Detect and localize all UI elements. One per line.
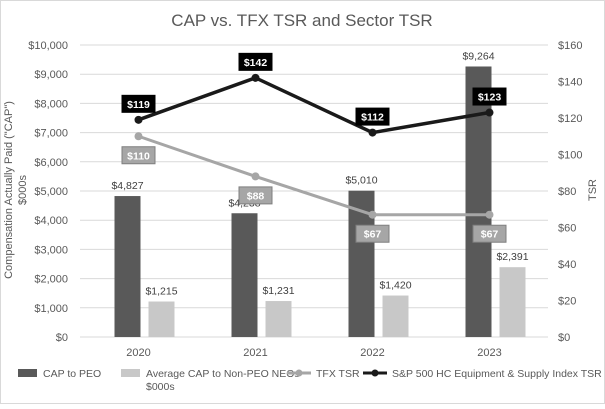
point-tfx-tsr: [134, 132, 143, 141]
point-sp500-tsr: [368, 128, 377, 137]
axes: $0 $1,000 $2,000 $3,000 $4,000 $5,000 $6,000 $7…: [28, 40, 582, 359]
y-right-tick-label: $40: [558, 259, 576, 271]
legend-label: Average CAP to Non-PEO NEOs: [146, 368, 300, 380]
bar-label-cap-to-peo: $5,010: [345, 175, 377, 187]
legend-item: TFX TSR: [287, 368, 360, 380]
label-text: $88: [247, 190, 265, 202]
label-tfx-tsr: $110: [121, 146, 156, 165]
point-tfx-tsr: [485, 210, 494, 219]
legend-label-line2: $000s: [146, 381, 175, 393]
y-right-tick-label: $100: [558, 150, 582, 162]
label-sp500-tsr: $112: [355, 107, 390, 126]
legend-swatch-marker: [371, 369, 379, 377]
legend: CAP to PEO Average CAP to Non-PEO NEOs$00…: [18, 368, 602, 393]
y-left-tick-label: $9,000: [34, 69, 68, 81]
y-left-tick-label: $5,000: [34, 186, 68, 198]
legend-item: S&P 500 HC Equipment & Supply Index TSR: [363, 368, 602, 380]
y-left-tick-label: $7,000: [34, 128, 68, 140]
legend-swatch: [18, 369, 37, 377]
bar-avg-cap-non-peo: [148, 301, 175, 337]
point-tfx-tsr: [368, 210, 377, 219]
x-tick-label: 2022: [360, 347, 384, 359]
label-box: [355, 107, 390, 126]
y-right-tick-label: $60: [558, 223, 576, 235]
label-text: $112: [361, 112, 384, 124]
bar-cap-to-peo: [231, 213, 258, 337]
y-left-tick-label: $8,000: [34, 98, 68, 110]
data-labels: $4,827$4,238$5,010$9,264$1,215$1,231$1,4…: [111, 50, 528, 297]
bar-avg-cap-non-peo: [382, 295, 409, 337]
label-sp500-tsr: $142: [238, 52, 273, 71]
bar-cap-to-peo: [465, 66, 492, 337]
y-left-tick-label: $4,000: [34, 215, 68, 227]
bar-avg-cap-non-peo: [265, 301, 292, 337]
label-text: $142: [244, 57, 268, 69]
y-right-tick-label: $140: [558, 77, 582, 89]
label-box: [472, 224, 507, 243]
bar-label-avg-cap-non-peo: $1,231: [262, 285, 294, 297]
label-tfx-tsr: $67: [355, 224, 390, 243]
point-tfx-tsr: [251, 172, 260, 181]
y-left-tick-label: $2,000: [34, 274, 68, 286]
lines: [134, 73, 494, 219]
legend-item: Average CAP to Non-PEO NEOs$000s: [121, 368, 300, 393]
label-box: [238, 186, 273, 205]
legend-swatch: [121, 369, 140, 377]
y-left-label-line1: Compensation Actually Paid ("CAP"): [3, 101, 15, 279]
label-box: [355, 224, 390, 243]
label-box: [238, 52, 273, 71]
legend-label: S&P 500 HC Equipment & Supply Index TSR: [392, 368, 602, 380]
y-left-tick-label: $6,000: [34, 157, 68, 169]
bar-label-avg-cap-non-peo: $1,215: [145, 286, 177, 298]
legend-swatch-marker: [295, 369, 303, 377]
bar-label-avg-cap-non-peo: $1,420: [379, 280, 411, 292]
label-box: [121, 146, 156, 165]
legend-item: CAP to PEO: [18, 368, 101, 380]
y-right-label: TSR: [587, 179, 599, 201]
label-box: [121, 94, 156, 113]
line-tfx-tsr: [138, 134, 490, 217]
label-sp500-tsr: $119: [121, 94, 156, 113]
legend-label: TFX TSR: [316, 368, 360, 380]
label-text: $119: [127, 99, 150, 111]
y-left-tick-label: $0: [56, 332, 68, 344]
x-tick-label: 2020: [126, 347, 150, 359]
y-left-tick-label: $3,000: [34, 244, 68, 256]
label-text: $110: [127, 150, 150, 162]
bar-label-cap-to-peo: $9,264: [462, 50, 494, 62]
y-left-label-line2: $000s: [17, 175, 29, 205]
label-sp500-tsr: $123: [472, 87, 507, 106]
bar-avg-cap-non-peo: [499, 267, 526, 337]
y-right-tick-label: $120: [558, 113, 582, 125]
label-tfx-tsr: $67: [472, 224, 507, 243]
x-tick-label: 2023: [477, 347, 501, 359]
label-box: [472, 87, 507, 106]
point-sp500-tsr: [485, 108, 494, 117]
y-right-tick-label: $160: [558, 40, 582, 52]
bar-cap-to-peo: [114, 196, 141, 337]
y-left-tick-label: $1,000: [34, 303, 68, 315]
x-tick-label: 2021: [243, 347, 267, 359]
label-tfx-tsr: $88: [238, 186, 273, 205]
y-left-tick-label: $10,000: [28, 40, 68, 52]
point-sp500-tsr: [134, 115, 143, 124]
y-right-tick-label: $80: [558, 186, 576, 198]
label-text: $123: [478, 92, 502, 104]
bar-label-avg-cap-non-peo: $2,391: [496, 251, 528, 263]
legend-label: CAP to PEO: [43, 368, 101, 380]
line-sp500-tsr: [137, 75, 490, 135]
y-right-tick-label: $0: [558, 332, 570, 344]
bar-label-cap-to-peo: $4,827: [111, 180, 143, 192]
chart-title: CAP vs. TFX TSR and Sector TSR: [171, 11, 432, 30]
y-right-tick-label: $20: [558, 296, 576, 308]
label-text: $67: [364, 229, 382, 241]
point-sp500-tsr: [251, 73, 260, 82]
label-text: $67: [481, 229, 499, 241]
bars: [114, 66, 526, 337]
